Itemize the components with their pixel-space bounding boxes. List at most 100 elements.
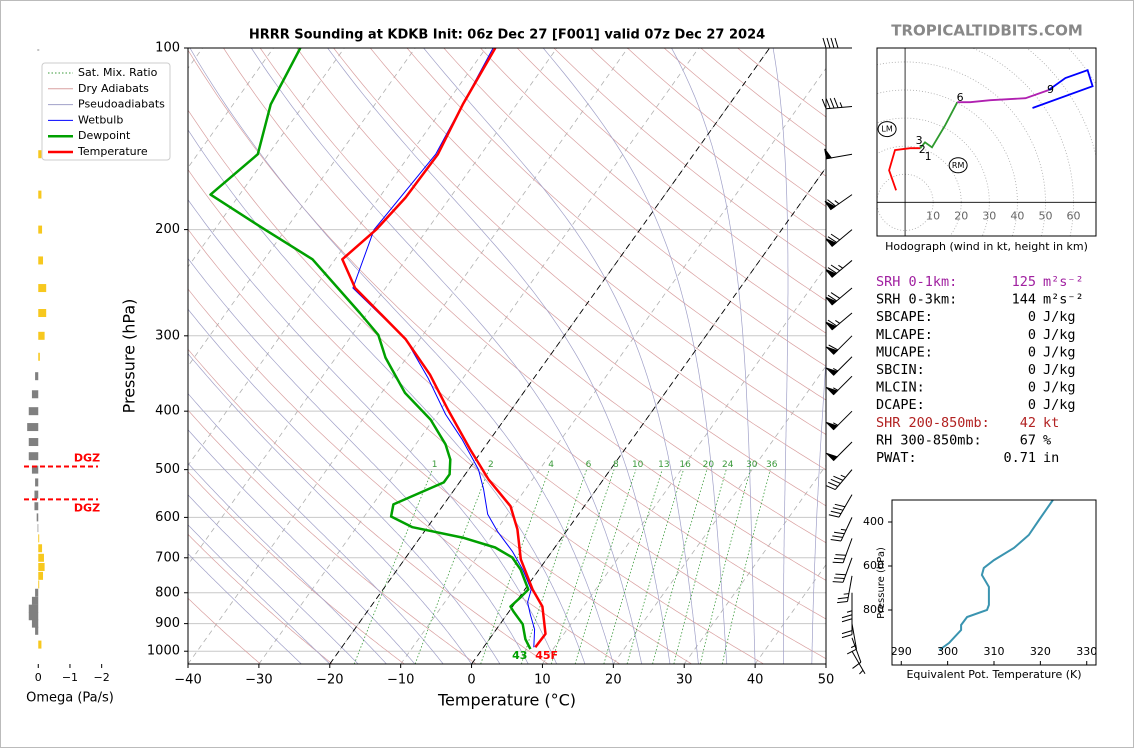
dry-adiabat <box>188 228 692 664</box>
omega-bar <box>28 438 39 447</box>
y-tick-label: 400 <box>863 515 884 528</box>
stat-value: 144 <box>1012 292 1036 308</box>
wind-barb <box>825 312 853 331</box>
barb-line <box>833 475 844 481</box>
pseudoadiabat <box>188 429 416 664</box>
omega-bar <box>38 352 40 361</box>
omega-bar <box>31 596 39 605</box>
stat-label: DCAPE: <box>876 397 925 413</box>
stat-unit: J/kg <box>1043 380 1076 396</box>
wind-barb <box>826 441 853 462</box>
stat-value: 0 <box>1028 380 1036 396</box>
barb-line <box>830 478 841 484</box>
wind-barb <box>841 608 853 639</box>
pseudoadiabat <box>671 48 756 664</box>
thetae-line <box>938 499 1054 651</box>
stat-label: PWAT: <box>876 450 917 466</box>
hodograph-label: Hodograph (wind in kt, height in km) <box>885 240 1088 253</box>
mixing-ratio-label: 10 <box>632 460 644 470</box>
barb-flag <box>826 367 839 376</box>
x-tick-label: 50 <box>818 673 835 688</box>
stat-label: SBCIN: <box>876 362 925 378</box>
barb-line <box>833 97 839 108</box>
stat-unit: J/kg <box>1043 362 1076 378</box>
dry-adiabat <box>333 48 826 471</box>
isotherm <box>188 48 487 467</box>
storm-motion-marker <box>948 157 968 174</box>
pseudoadiabat <box>423 48 699 664</box>
stat-label: SBCAPE: <box>876 309 933 325</box>
stat-unit: J/kg <box>1043 344 1076 360</box>
wind-barb <box>826 335 853 355</box>
x-tick-label: 320 <box>1030 645 1051 658</box>
wind-barb <box>824 194 853 211</box>
dry-adiabat <box>480 48 826 334</box>
height-label: 6 <box>957 91 964 104</box>
omega-bar <box>34 502 39 511</box>
y-tick-label: 700 <box>155 550 180 565</box>
omega-bar <box>38 534 40 543</box>
height-label: 2 <box>919 143 926 156</box>
hodograph-area <box>877 48 1096 236</box>
legend-label: Wetbulb <box>78 113 123 126</box>
barb-line <box>832 507 844 511</box>
barb-half <box>840 474 846 478</box>
barb-line <box>829 98 835 109</box>
wind-barb <box>821 97 853 110</box>
barb-staff <box>851 637 862 663</box>
y-tick-label: 100 <box>155 41 180 56</box>
stat-value: 0.71 <box>1003 450 1036 466</box>
wind-barb <box>824 148 853 160</box>
barb-staff <box>851 623 858 650</box>
barb-line <box>827 199 836 207</box>
isotherm <box>471 166 826 664</box>
x-tick-label: 60 <box>1067 209 1081 222</box>
stat-label: MLCAPE: <box>876 327 933 343</box>
storm-motion-label: LM <box>881 125 892 134</box>
stat-unit: J/kg <box>1043 397 1076 413</box>
x-tick-label: 30 <box>982 209 996 222</box>
dgz-label: DGZ <box>74 501 100 514</box>
pseudoadiabat <box>327 48 671 664</box>
pseudoadiabat <box>188 494 359 664</box>
omega-bar <box>38 225 43 234</box>
barb-flag <box>826 452 839 462</box>
barb-half <box>835 320 841 324</box>
mixing-ratio-label: 16 <box>679 460 691 470</box>
y-tick-label: 300 <box>155 328 180 343</box>
mixing-ratio-line <box>480 469 550 664</box>
barb-staff <box>838 494 853 518</box>
barb-line <box>841 618 853 623</box>
dry-adiabat <box>296 48 826 507</box>
pseudoadiabat <box>188 462 387 664</box>
stat-value: 42 <box>1020 415 1036 431</box>
barb-line <box>825 98 831 109</box>
pseudoadiabat <box>772 48 789 664</box>
wind-barb <box>822 37 852 49</box>
dry-adiabat <box>188 348 549 664</box>
dry-adiabat <box>406 48 826 401</box>
legend-label: Temperature <box>77 145 148 158</box>
y-tick-label: 800 <box>155 585 180 600</box>
y-axis-label: Pressure (hPa) <box>876 547 887 619</box>
stat-unit: m²s⁻² <box>1043 292 1084 308</box>
omega-bar <box>38 190 42 199</box>
profile-line <box>341 48 547 649</box>
wind-barb <box>826 375 853 396</box>
barb-flag <box>824 148 833 160</box>
stat-value: 0 <box>1028 344 1036 360</box>
stat-unit: % <box>1043 432 1051 448</box>
x-axis-label: Temperature (°C) <box>437 691 576 710</box>
barb-staff <box>851 650 866 674</box>
mixing-ratio-line <box>603 469 663 664</box>
omega-bar <box>28 604 39 613</box>
mixing-ratio-line <box>652 469 708 664</box>
wind-barb <box>828 494 853 518</box>
barb-line <box>834 557 845 560</box>
barb-flag <box>826 387 839 396</box>
x-tick-label: −30 <box>245 673 272 688</box>
barb-line <box>827 319 837 327</box>
mixing-ratio-label: 30 <box>746 460 758 470</box>
omega-bar <box>34 490 39 499</box>
stat-unit: J/kg <box>1043 327 1076 343</box>
